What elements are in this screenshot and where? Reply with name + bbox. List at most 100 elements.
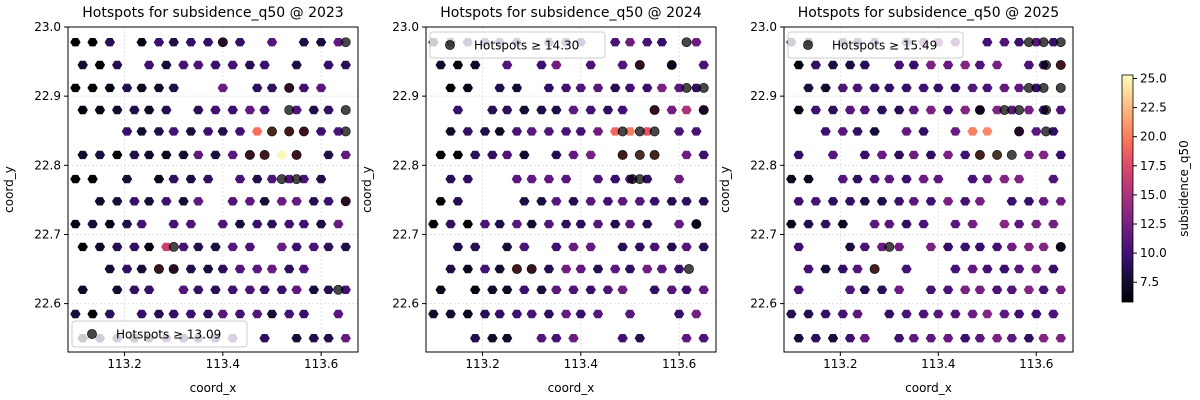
hex-cell [551,285,562,294]
hex-cell [1023,150,1035,160]
y-tick-label: 22.7 [34,227,61,241]
hotspot-marker [154,264,164,274]
hex-cell [94,197,106,206]
hex-cell [298,264,310,274]
hex-cell [435,285,446,294]
hotspot-marker [284,105,295,115]
hex-cells [70,38,351,343]
hex-cell [859,334,870,343]
hex-cell [487,105,498,115]
hex-cell [575,219,586,229]
hex-cell [918,309,929,319]
hotspot-marker [1041,126,1051,137]
hex-cell [87,38,98,47]
hex-cell [323,197,334,206]
hotspot-marker [1055,60,1066,70]
hex-cell [526,219,537,229]
hex-cell [511,127,523,136]
hex-cell [1055,150,1066,160]
hex-cell [323,105,334,115]
x-axis-label: coord_x [548,381,595,395]
hex-cell [933,83,944,93]
hex-cell [942,334,954,343]
hex-cell [1038,285,1049,294]
hex-cell [925,197,937,206]
hex-cell [960,197,971,206]
hex-cell [178,242,189,252]
x-tick-label: 113.2 [107,357,141,371]
hex-cell [908,334,919,343]
y-tick-label: 22.6 [750,297,777,311]
hex-cell [94,242,106,252]
hex-cell [859,197,870,206]
legend-box [71,320,248,348]
hotspot-marker [698,105,709,115]
hex-cell [852,264,863,274]
hex-cell [837,127,848,136]
hotspot-marker [1055,241,1066,252]
hex-cell [999,174,1010,184]
x-tick-label: 113.6 [662,357,696,371]
hex-cell [153,309,165,319]
hex-cell [136,309,147,319]
hotspot-marker [649,150,660,160]
hex-cell [649,285,660,294]
hotspot-marker [975,150,985,160]
hex-cell [234,309,246,319]
x-tick-label: 113.2 [465,357,499,371]
hex-cell [153,83,165,93]
hex-cell [276,150,287,160]
hex-cell [950,219,961,229]
hex-cell [511,83,523,93]
hex-cell [161,60,172,70]
hex-cell [470,285,481,294]
hex-cell [210,242,221,252]
hex-cell [837,264,848,274]
hex-cell [487,334,498,343]
hex-cell [77,285,88,294]
hex-cell [642,264,653,274]
hex-cell [227,150,238,160]
hex-cell [470,242,481,252]
hex-cell [901,219,912,229]
hex-cell [820,127,831,136]
hex-cell [104,309,115,319]
hex-cell [568,105,579,115]
hex-cell [217,264,228,274]
hex-cell [428,219,439,229]
hotspot-marker [340,37,351,48]
hex-cell [234,264,246,274]
hex-cell [193,105,204,115]
colorbar-tick-label: 17.5 [1140,159,1167,173]
hex-cell [308,105,319,115]
hex-cell [786,219,797,229]
hex-cell [1023,105,1035,115]
hotspot-marker [617,150,628,160]
hex-cell [610,38,621,47]
hex-cell [227,60,238,70]
hex-cell [112,150,123,160]
hex-cell [560,309,572,319]
hotspot-marker [284,82,295,93]
hotspot-marker [168,241,179,252]
hotspot-marker [634,174,645,185]
legend: Hotspots ≥ 13.09 [71,320,248,348]
hex-cell [793,150,804,160]
hex-cell [820,219,831,229]
hex-cell [876,242,888,252]
hex-cell [193,150,204,160]
hex-cell [428,309,439,319]
hex-cell [178,60,189,70]
hotspot-marker [649,105,660,115]
hotspot-marker [1055,37,1066,48]
hex-cell [1048,264,1059,274]
hex-cell [884,83,895,93]
x-tick-label: 113.4 [921,357,955,371]
panel-3: 113.2 113.4 113.6 22.6 22.7 22.8 22.9 23.0 Hotsp… [718,5,1074,395]
hex-cell [298,83,310,93]
grid [68,27,358,352]
hex-cell [536,105,547,115]
hotspot-marker [512,264,522,274]
hex-cell [698,60,709,70]
hex-cell [494,219,505,229]
